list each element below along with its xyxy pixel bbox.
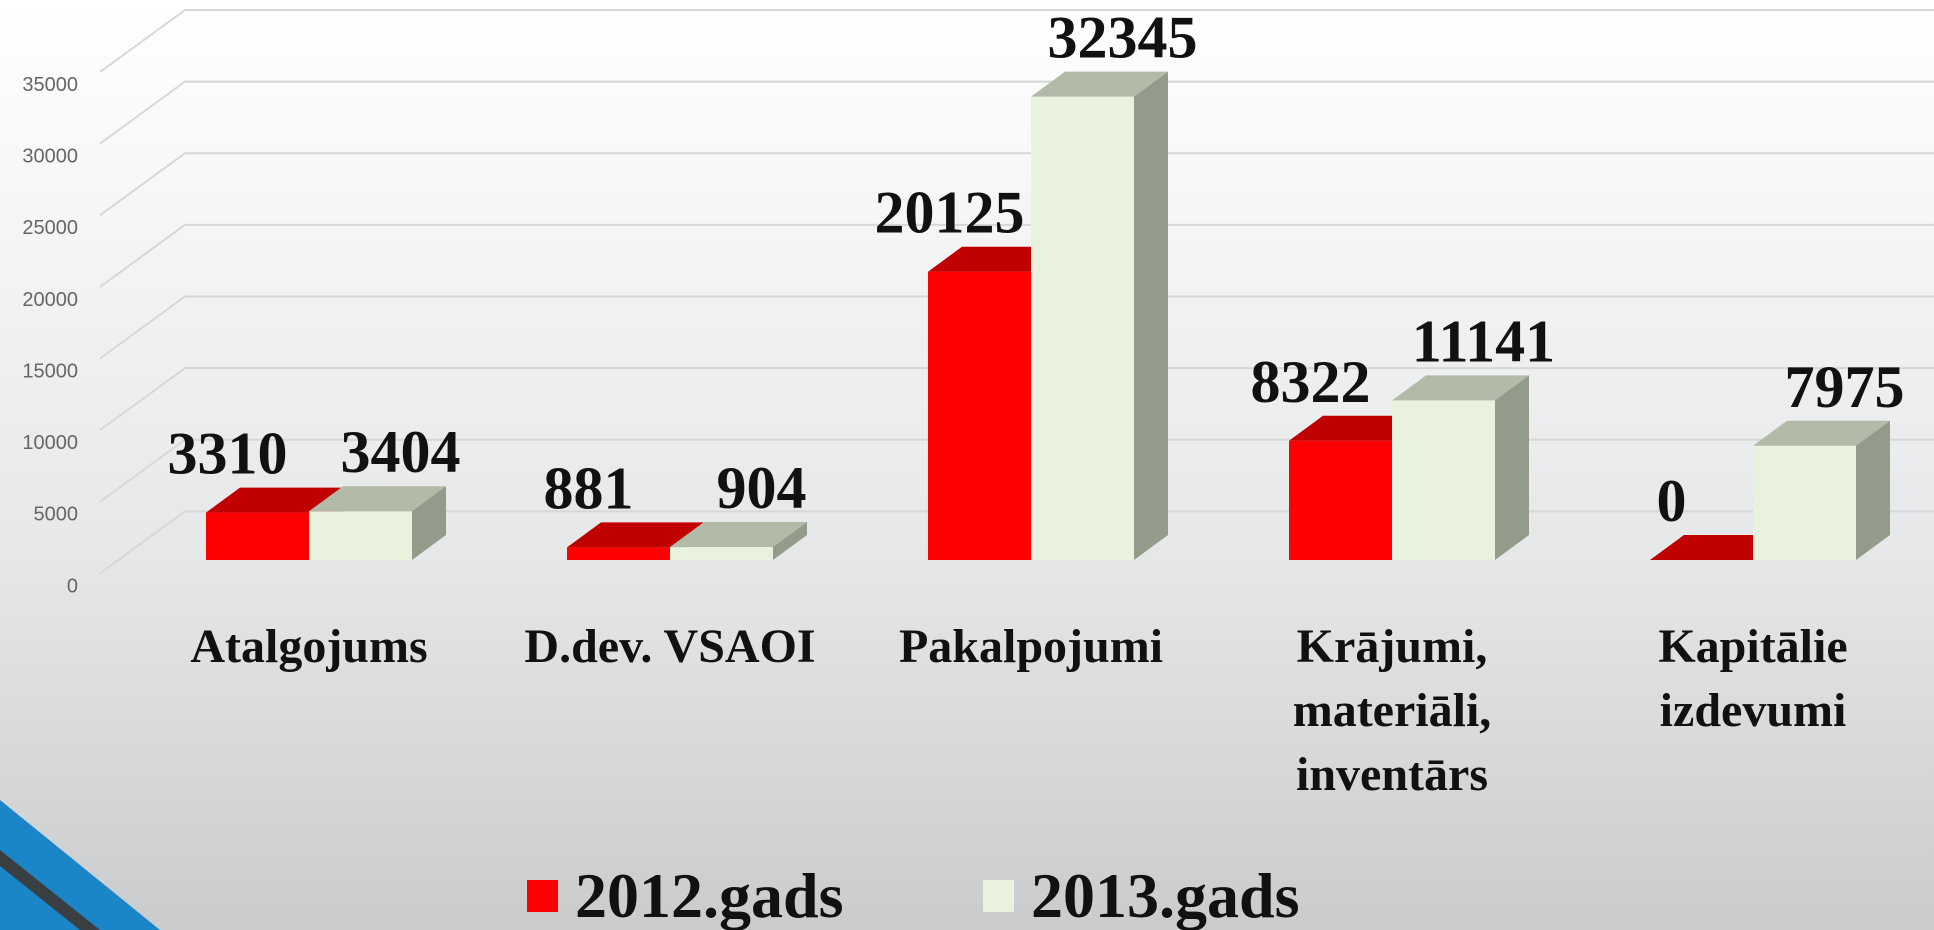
bar-top	[567, 522, 704, 548]
data-label: 7975	[1785, 354, 1905, 420]
y-tick-label: 30000	[22, 146, 78, 168]
data-label: 3404	[341, 419, 461, 485]
bar-side	[1495, 375, 1529, 560]
bar-front	[309, 511, 412, 560]
y-tick-label: 15000	[22, 360, 78, 382]
grid-line	[99, 152, 1934, 217]
bar-top	[670, 522, 807, 548]
y-tick-label: 20000	[22, 289, 78, 311]
bar-front	[928, 271, 1031, 560]
labels: 0 5000 10000 15000 20000 25000 30000 35000 3310 8…	[22, 5, 1904, 930]
y-tick-label: 0	[67, 575, 78, 597]
x-tick-label: Krājumi, materiāli, inventārs	[1292, 620, 1492, 801]
x-tick-label: Pakalpojumi	[898, 620, 1164, 673]
legend-label: 2013.gads	[1031, 860, 1300, 930]
bar-front	[206, 512, 309, 560]
bar-top	[1289, 415, 1426, 441]
bar-top	[309, 486, 446, 512]
legend-swatch	[983, 880, 1014, 912]
y-tick-label: 25000	[22, 217, 78, 239]
data-label: 8322	[1251, 349, 1371, 415]
grid-line	[99, 223, 1934, 288]
bar-top	[1753, 420, 1890, 446]
data-label: 881	[544, 455, 634, 521]
grid	[99, 9, 1934, 575]
bar-front	[1031, 96, 1134, 561]
x-tick-label: D.dev. VSAOI	[524, 620, 816, 673]
bars	[206, 71, 1890, 561]
bar-front	[1753, 445, 1856, 560]
bar-top	[1650, 535, 1787, 560]
data-label: 20125	[875, 180, 1025, 246]
bar-top	[1392, 375, 1529, 401]
legend-label: 2012.gads	[575, 860, 844, 930]
bar-side	[1134, 71, 1168, 561]
data-label: 11141	[1412, 308, 1555, 374]
data-label: 32345	[1048, 5, 1198, 71]
bar-front	[1392, 400, 1495, 560]
data-label: 3310	[168, 421, 288, 487]
grid-line	[99, 80, 1934, 145]
x-tick-label: Kapitālie izdevumi	[1658, 620, 1848, 737]
corner-stripe	[0, 850, 100, 930]
bar-top	[206, 487, 343, 513]
bar-top	[1031, 71, 1168, 97]
bar-front	[1289, 440, 1392, 560]
y-tick-label: 10000	[22, 432, 78, 454]
bar-side	[773, 522, 807, 560]
legend-swatch	[527, 880, 558, 912]
bar-front	[670, 547, 773, 560]
bar-front	[567, 547, 670, 560]
x-tick-label: Atalgojums	[190, 620, 428, 673]
grid-line	[99, 367, 1934, 431]
grid-line	[99, 295, 1934, 360]
bar-side	[412, 486, 446, 560]
data-label: 904	[717, 455, 807, 521]
y-tick-label: 5000	[34, 504, 79, 526]
y-tick-label: 35000	[22, 74, 78, 96]
bar-top	[928, 246, 1065, 272]
bar-side	[1856, 420, 1890, 560]
data-label: 0	[1657, 468, 1687, 534]
grid-line	[99, 9, 1934, 73]
